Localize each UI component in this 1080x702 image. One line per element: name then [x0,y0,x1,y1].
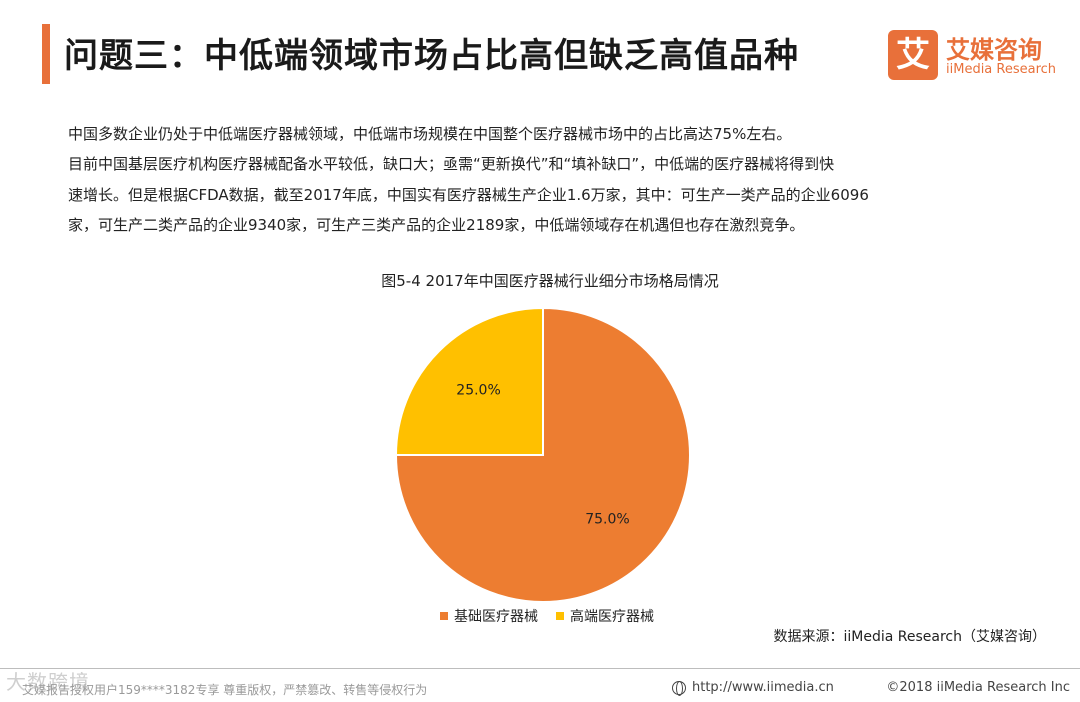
globe-icon [672,680,686,696]
watermark: 大数跨境 [6,670,90,694]
legend-swatch-2 [556,612,564,620]
footer-copyright: ©2018 iiMedia Research Inc [886,680,1070,695]
legend-item-1: 基础医疗器械 [440,606,538,626]
logo-mark: 艾 [888,30,938,80]
logo-name-en: iiMedia Research [946,62,1057,77]
legend-label-1: 基础医疗器械 [454,609,538,625]
pie-slice-label-1: 75.0% [585,511,629,527]
logo-name-cn: 艾媒咨询 [946,36,1042,64]
data-source: 数据来源：iiMedia Research（艾媒咨询） [773,629,1047,645]
footer-url-text[interactable]: http://www.iimedia.cn [692,680,834,695]
legend-item-2: 高端医疗器械 [556,606,654,626]
chart-legend: 基础医疗器械 高端医疗器械 [440,606,672,626]
body-line-4: 家，可生产二类产品的企业9340家，可生产三类产品的企业2189家，中低端领域存… [68,216,805,234]
title-accent-bar [42,24,50,84]
footer-divider [0,668,1080,669]
footer-url[interactable]: http://www.iimedia.cn [672,680,834,696]
body-line-1: 中国多数企业仍处于中低端医疗器械领域，中低端市场规模在中国整个医疗器械市场中的占… [68,125,792,143]
body-line-3: 速增长。但是根据CFDA数据，截至2017年底，中国实有医疗器械生产企业1.6万… [68,186,869,204]
iimedia-logo: 艾 艾媒咨询 iiMedia Research [888,30,1060,84]
footer-license-text: 艾媒报告授权用户159****3182专享 尊重版权，严禁篡改、转售等侵权行为 [22,683,428,697]
pie-slice-label-2: 25.0% [456,383,500,399]
chart-title: 图5-4 2017年中国医疗器械行业细分市场格局情况 [381,272,719,290]
page-title: 问题三：中低端领域市场占比高但缺乏高值品种 [64,36,799,76]
legend-swatch-1 [440,612,448,620]
body-line-2: 目前中国基层医疗机构医疗器械配备水平较低，缺口大；亟需“更新换代”和“填补缺口”… [68,155,835,173]
pie-slice-2 [394,306,544,456]
legend-label-2: 高端医疗器械 [570,609,654,625]
